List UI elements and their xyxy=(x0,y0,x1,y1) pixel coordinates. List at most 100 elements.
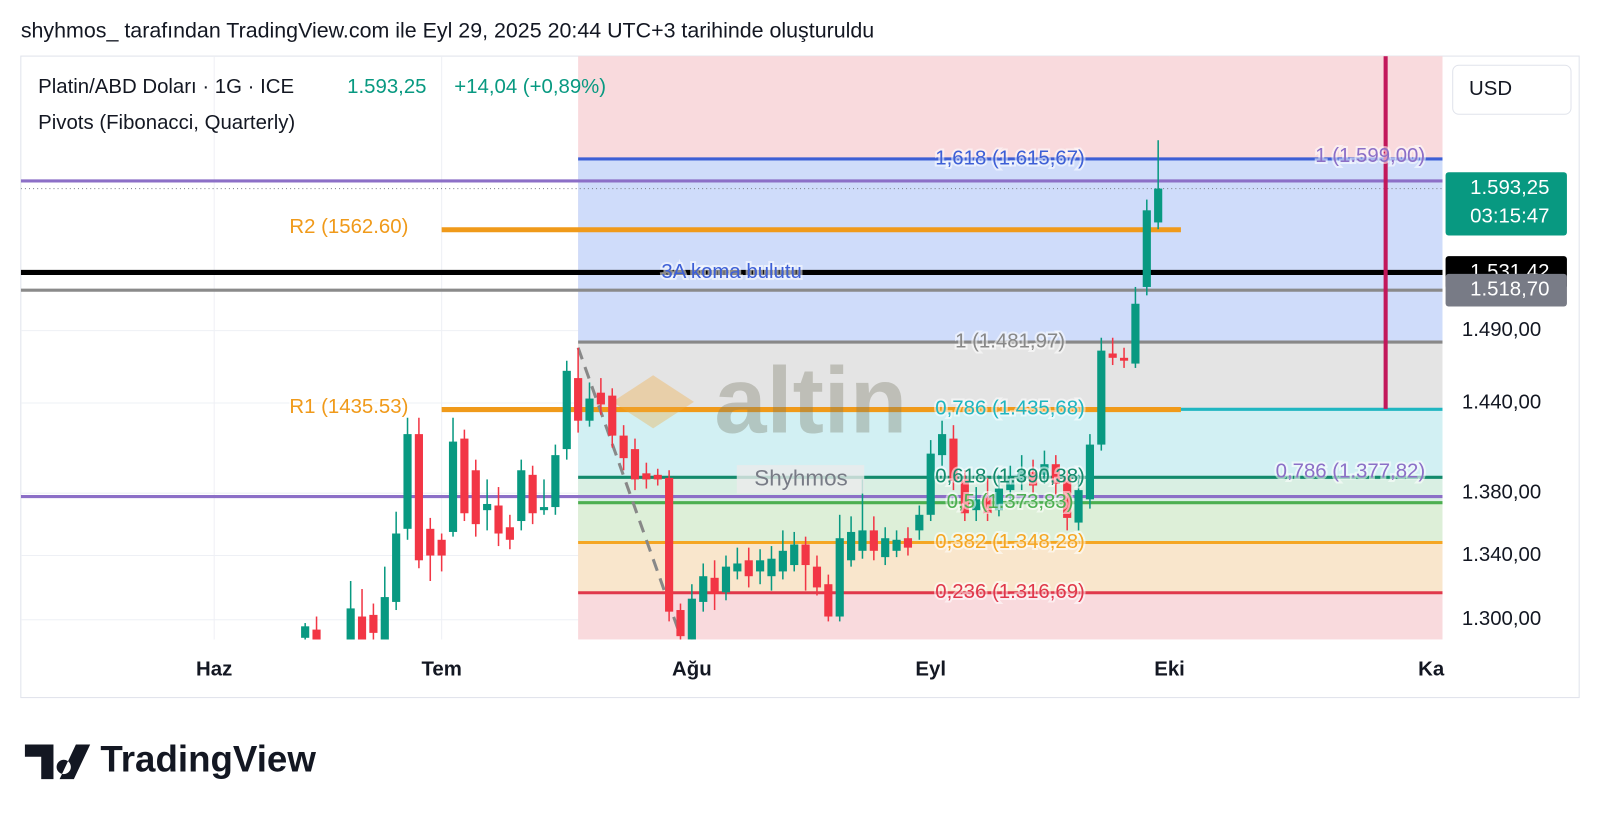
candle-body xyxy=(483,503,492,511)
candle-body xyxy=(346,608,355,640)
plot-area: altin 1,618 (1.615,67) 1 (1.481,97) 0,786 (… xyxy=(20,56,1443,640)
candle-body xyxy=(1119,357,1129,361)
candle-body xyxy=(744,560,753,577)
fib-right-label: 1 (1.599,00) xyxy=(1315,145,1425,167)
candle-body xyxy=(517,470,526,522)
candle-body xyxy=(539,507,549,511)
candle-body xyxy=(1006,479,1015,491)
candle-body xyxy=(778,550,787,572)
candle-body xyxy=(710,577,719,594)
candle-body xyxy=(1040,464,1049,475)
candle-body xyxy=(448,441,458,532)
candle-body xyxy=(960,479,969,514)
y-tick-label: 1.300,00 xyxy=(1462,608,1541,630)
candle-body xyxy=(392,533,401,602)
candle-body xyxy=(426,528,435,556)
candle-body xyxy=(653,474,662,480)
candle-body xyxy=(1097,350,1106,445)
candle-body xyxy=(1154,188,1163,223)
watermark-icon xyxy=(612,375,694,429)
watermark: altin xyxy=(714,348,907,453)
fib-right-label: 0,786 (1.377,82) xyxy=(1276,460,1426,482)
candle-body xyxy=(972,499,981,511)
candle-body xyxy=(574,378,583,421)
y-tick-label: 1.340,00 xyxy=(1462,544,1541,566)
x-tick-label: Tem xyxy=(421,658,461,680)
x-tick-label: Haz xyxy=(196,658,232,680)
y-tick-label: 1.490,00 xyxy=(1462,319,1541,341)
candle-body xyxy=(437,539,446,556)
y-tick-label: 1.380,00 xyxy=(1462,482,1541,504)
candle-body xyxy=(608,395,617,436)
candle-body xyxy=(1063,477,1072,518)
fib-label: 1 (1.481,97) xyxy=(955,330,1065,352)
fib-label: 0,618 (1.390,38) xyxy=(935,466,1085,488)
candle-body xyxy=(926,453,935,515)
candle-body xyxy=(494,505,503,534)
candle-body xyxy=(733,563,742,572)
currency[interactable]: USD xyxy=(1469,78,1512,100)
candle-body xyxy=(915,514,924,531)
symbol-title: Platin/ABD Doları · 1G · ICE xyxy=(38,76,294,98)
candle-body xyxy=(619,435,628,459)
x-tick-label: Ağu xyxy=(672,658,712,680)
candle-body xyxy=(528,474,537,514)
candle-body xyxy=(369,614,378,633)
price-badge-timer: 03:15:47 xyxy=(1470,206,1549,228)
x-tick-label: Eyl xyxy=(915,658,946,680)
candle-body xyxy=(357,616,367,640)
candle-body xyxy=(1028,471,1038,486)
pivot-label: R2 (1562.60) xyxy=(289,216,408,238)
currency-button[interactable] xyxy=(1452,64,1572,115)
fib-zone xyxy=(578,158,1443,343)
last-price: 1.593,25 xyxy=(347,76,426,98)
x-tick-label: Ka xyxy=(1418,658,1445,680)
candle-body xyxy=(903,538,913,548)
candle-body xyxy=(801,544,810,566)
candle-body xyxy=(676,610,685,637)
candle-body xyxy=(301,626,310,638)
overlay: Haz Tem Ağu Eyl Eki Ka 1.300,00 1.340,00 1.380,0… xyxy=(196,172,1567,680)
candle-body xyxy=(858,530,867,551)
price-change: +14,04 (+0,89%) xyxy=(454,76,606,98)
price-badge xyxy=(1445,273,1567,307)
candle-body xyxy=(1051,464,1060,484)
candle-body xyxy=(824,584,833,617)
author-tag-box xyxy=(736,465,865,494)
tradingview-logo: TradingView xyxy=(24,739,316,780)
candle-body xyxy=(790,544,799,566)
author-tag: Shyhmos xyxy=(754,465,847,490)
candle-body xyxy=(551,455,560,508)
brand: TradingView xyxy=(100,739,316,780)
x-tick-label: Eki xyxy=(1154,658,1185,680)
candle-body xyxy=(630,449,640,480)
candle-body xyxy=(756,560,765,572)
candle-body xyxy=(1074,490,1083,523)
candle-body xyxy=(403,434,412,529)
candle-body xyxy=(721,566,731,593)
fib-label: 0,382 (1.348,28) xyxy=(935,531,1085,553)
price-badge-label: 1.593,25 xyxy=(1470,177,1549,199)
candle-body xyxy=(994,488,1004,511)
pivot-label: R1 (1435.53) xyxy=(289,396,408,418)
candle-body xyxy=(687,598,696,640)
candle-body xyxy=(562,370,571,450)
candle-body xyxy=(596,392,605,405)
y-tick-label: 1.440,00 xyxy=(1462,391,1541,413)
indicator-name: Pivots (Fibonacci, Quarterly) xyxy=(38,112,295,134)
candle-body xyxy=(380,597,389,640)
candle-body xyxy=(1142,210,1151,287)
level-label: 3A koma bulutu xyxy=(661,261,801,283)
candle-body xyxy=(699,576,708,602)
candle-body xyxy=(665,477,674,612)
price-badge-label: 1.518,70 xyxy=(1470,279,1549,301)
candle-body xyxy=(1085,444,1095,500)
caption: shyhmos_ tarafından TradingView.com ile … xyxy=(21,18,874,42)
candle-body xyxy=(460,438,469,514)
fib-label: 0,786 (1.435,68) xyxy=(935,398,1085,420)
candle-body xyxy=(642,473,651,480)
fib-label: 0,236 (1.316,69) xyxy=(935,581,1085,603)
candle-body xyxy=(812,566,822,588)
candle-body xyxy=(1131,303,1140,364)
